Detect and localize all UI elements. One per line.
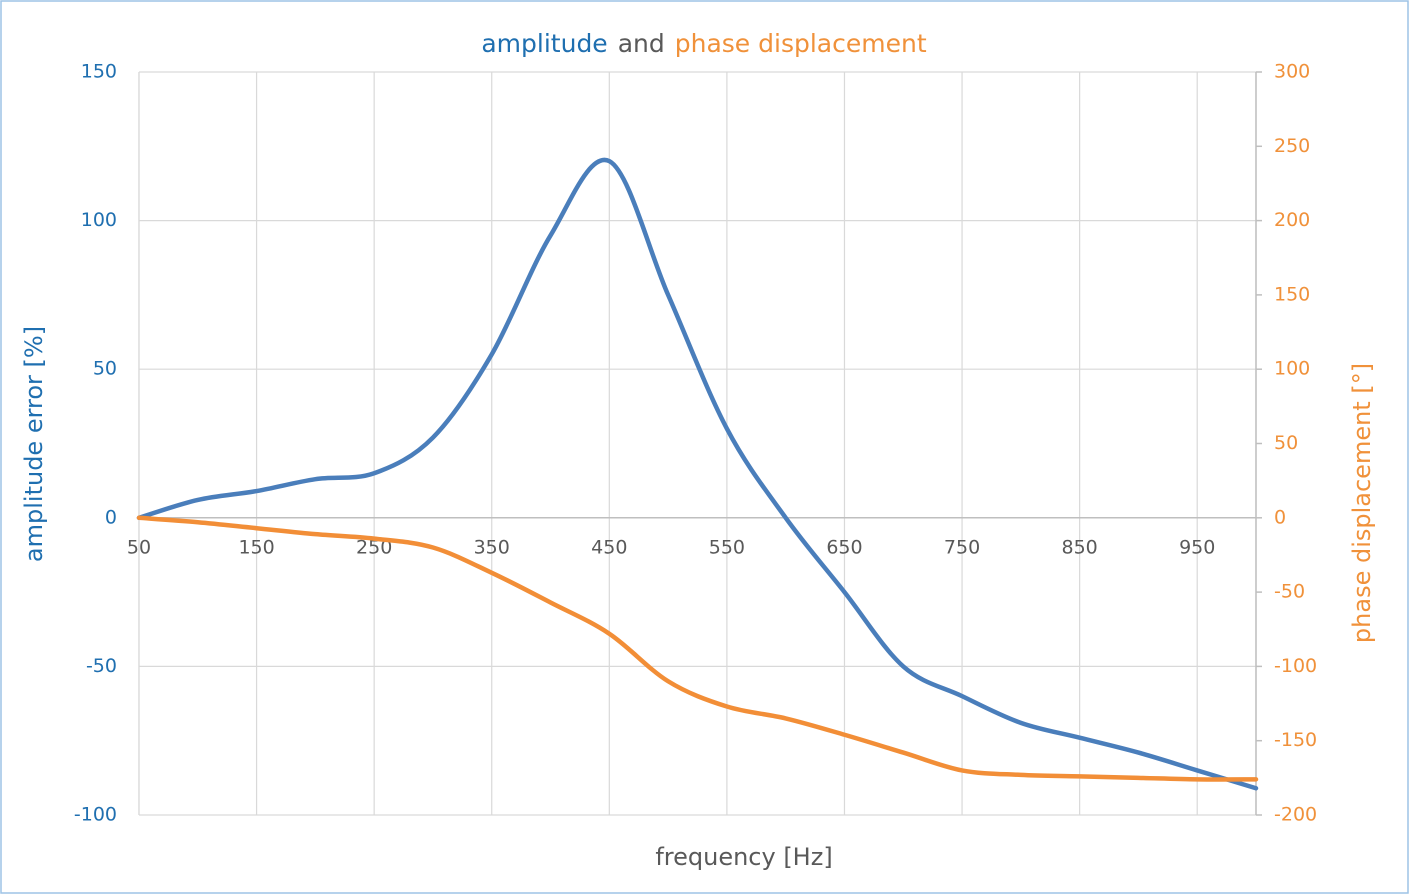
- y2-tick-label: 250: [1274, 135, 1310, 157]
- x-tick-label: 750: [944, 536, 980, 558]
- title-part: phase displacement: [675, 29, 927, 58]
- y2-tick-label: 50: [1274, 432, 1298, 454]
- y-axis-label: amplitude error [%]: [20, 326, 48, 562]
- x-tick-label: 150: [238, 536, 274, 558]
- x-tick-label: 450: [591, 536, 627, 558]
- x-tick-label: 950: [1179, 536, 1215, 558]
- y-tick-label: -100: [74, 804, 117, 826]
- y2-tick-label: 150: [1274, 283, 1310, 305]
- y2-tick-label: 0: [1274, 506, 1286, 528]
- x-axis-label: frequency [Hz]: [655, 843, 832, 871]
- x-tick-label: 850: [1061, 536, 1097, 558]
- y-tick-label: 100: [81, 209, 117, 231]
- y2-tick-label: 300: [1274, 61, 1310, 83]
- y2-tick-label: -150: [1274, 729, 1317, 751]
- x-tick-label: 50: [127, 536, 151, 558]
- x-tick-label: 550: [709, 536, 745, 558]
- y-tick-label: 150: [81, 61, 117, 83]
- title-part: amplitude: [481, 29, 607, 58]
- y2-tick-label: -100: [1274, 655, 1317, 677]
- y2-tick-label: -50: [1274, 581, 1305, 603]
- y-tick-label: 0: [105, 506, 117, 528]
- y2-axis-label: phase displacement [°]: [1348, 363, 1376, 643]
- x-tick-label: 650: [826, 536, 862, 558]
- x-tick-label: 350: [474, 536, 510, 558]
- series-line: [136, 157, 1259, 791]
- y-tick-label: -50: [86, 655, 117, 677]
- y2-tick-label: -200: [1274, 804, 1317, 826]
- y-tick-label: 50: [93, 358, 117, 380]
- y2-tick-label: 100: [1274, 358, 1310, 380]
- series-line: [136, 515, 1259, 782]
- y2-tick-label: 200: [1274, 209, 1310, 231]
- title-part: and: [618, 29, 665, 58]
- chart-title: amplitude and phase displacement: [481, 29, 926, 58]
